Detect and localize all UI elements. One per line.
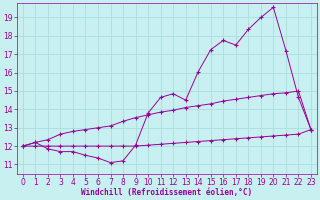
X-axis label: Windchill (Refroidissement éolien,°C): Windchill (Refroidissement éolien,°C) [81,188,252,197]
